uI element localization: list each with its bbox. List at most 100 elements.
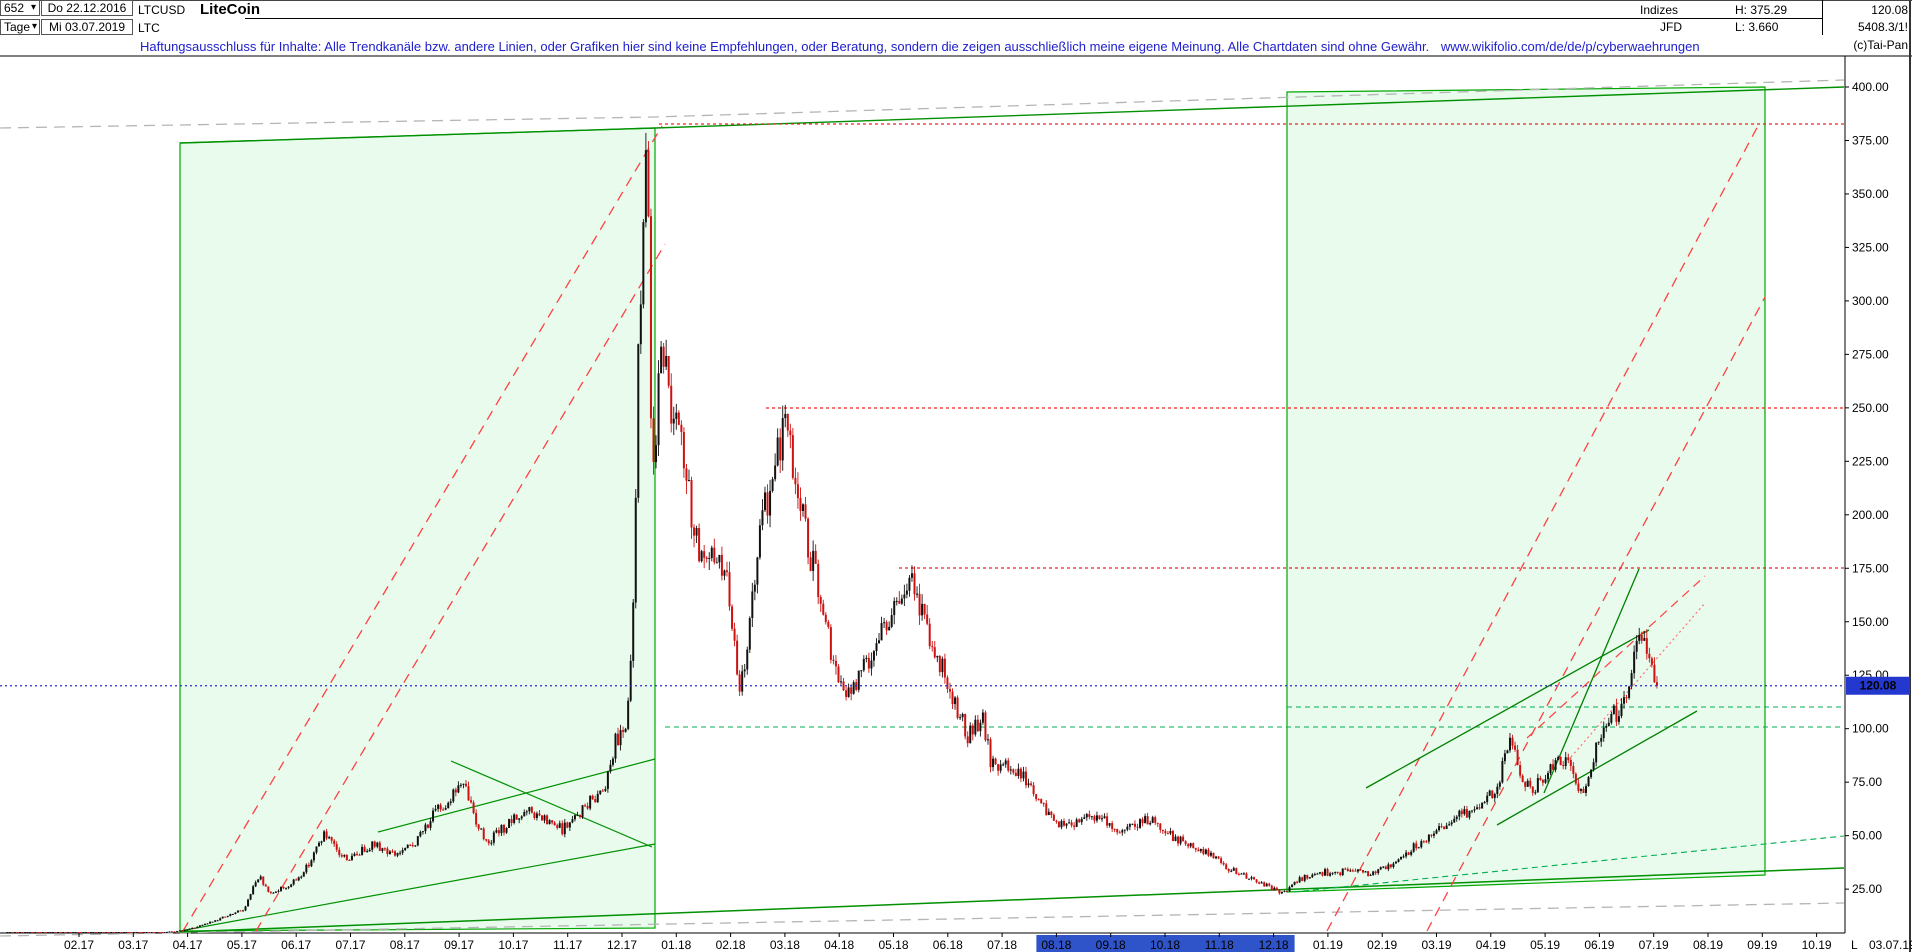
disclaimer: Haftungsausschluss für Inhalte: Alle Tre… bbox=[140, 39, 1700, 54]
wikifolio-link[interactable]: www.wikifolio.com/de/de/p/cyberwaehrunge… bbox=[1440, 39, 1700, 54]
bar-count-value: 652 bbox=[4, 1, 25, 15]
x-axis-label: 04.19 bbox=[1476, 938, 1506, 952]
chart-header: 652 ▾ Do 22.12.2016 LTCUSD LiteCoin Tage… bbox=[0, 0, 1912, 56]
period-dropdown[interactable]: Tage ▾ bbox=[0, 19, 40, 35]
period-value: Tage bbox=[4, 20, 31, 34]
y-axis-label: 225.00 bbox=[1852, 454, 1889, 468]
trend-box-2017 bbox=[179, 127, 656, 932]
bar-count-dropdown[interactable]: 652 ▾ bbox=[0, 0, 40, 16]
y-axis-label: 75.00 bbox=[1852, 775, 1882, 789]
x-axis-label: 12.18 bbox=[1259, 938, 1289, 952]
wedge-upper-2017 bbox=[377, 758, 656, 833]
x-axis-label: 05.18 bbox=[878, 938, 908, 952]
symbol-label: LTCUSD bbox=[138, 3, 186, 17]
x-axis-label: 08.19 bbox=[1693, 938, 1723, 952]
channel-2019-red bbox=[1526, 575, 1706, 739]
y-axis-label: 300.00 bbox=[1852, 294, 1889, 308]
x-axis-label: 01.19 bbox=[1313, 938, 1343, 952]
red-fan-left-1 bbox=[182, 125, 663, 932]
x-axis-label: 01.18 bbox=[661, 938, 691, 952]
window-top-edge bbox=[0, 0, 1912, 1]
x-axis-label: 06.18 bbox=[933, 938, 963, 952]
provider-label: JFD bbox=[1660, 20, 1682, 34]
x-axis-label: 03.18 bbox=[770, 938, 800, 952]
chevron-down-icon: ▾ bbox=[32, 21, 38, 32]
x-axis-label: 11.18 bbox=[1205, 938, 1234, 952]
price-badge-label: 120.08 bbox=[1860, 679, 1897, 693]
first-bar-date: Do 22.12.2016 bbox=[47, 1, 127, 15]
indizes-label: Indizes bbox=[1640, 3, 1679, 17]
instrument-name: LiteCoin bbox=[200, 1, 260, 18]
y-axis-label: 275.00 bbox=[1852, 347, 1889, 361]
x-axis-label: 03.17 bbox=[118, 938, 148, 952]
x-axis-label: 02.18 bbox=[716, 938, 746, 952]
x-axis-label: 08.18 bbox=[1041, 938, 1071, 952]
y-axis-label: 325.00 bbox=[1852, 240, 1889, 254]
x-axis-label: 05.19 bbox=[1530, 938, 1560, 952]
red-fan-right-2 bbox=[1426, 296, 1766, 932]
x-axis-label: 08.17 bbox=[390, 938, 420, 952]
ticker-label: LTC bbox=[138, 21, 160, 35]
trend-lines bbox=[0, 79, 1845, 937]
channel-2019-red-dotted bbox=[1570, 602, 1706, 758]
y-axis-label: 100.00 bbox=[1852, 722, 1889, 736]
low-label: L: 3.660 bbox=[1735, 20, 1779, 34]
x-axis-label: 10.19 bbox=[1802, 938, 1832, 952]
trend-boxes bbox=[179, 86, 1766, 932]
candles bbox=[6, 132, 1658, 933]
x-axis-label: 10.17 bbox=[498, 938, 528, 952]
x-axis-label: 03.19 bbox=[1421, 938, 1451, 952]
quote-divider bbox=[1822, 0, 1823, 35]
x-axis-label: 04.18 bbox=[824, 938, 854, 952]
x-axis-label: 04.17 bbox=[173, 938, 203, 952]
first-bar-date-field[interactable]: Do 22.12.2016 bbox=[41, 0, 133, 16]
x-axis-label: 02.17 bbox=[64, 938, 94, 952]
high-label: H: 375.29 bbox=[1735, 3, 1788, 17]
x-axis-label: 10.18 bbox=[1150, 938, 1180, 952]
x-axis-label: 06.17 bbox=[281, 938, 311, 952]
last-marker-date: 03.07.19 bbox=[1869, 938, 1912, 952]
last-bar-date: Mi 03.07.2019 bbox=[48, 20, 126, 34]
y-axis: 400.00 375.00 350.00 325.00 300.00 275.00 250.… bbox=[1845, 80, 1889, 896]
green-dashed-support-2019 bbox=[1292, 835, 1845, 893]
wedge-support-2017 bbox=[179, 843, 656, 932]
y-axis-label: 25.00 bbox=[1852, 882, 1882, 896]
x-axis-label: 09.17 bbox=[444, 938, 474, 952]
gray-trend-bottom bbox=[0, 902, 1845, 937]
price-badge: 120.08 bbox=[1846, 676, 1910, 695]
secondary-quote: 5408.3/1! bbox=[1857, 20, 1908, 34]
x-axis-label: 07.17 bbox=[335, 938, 365, 952]
x-axis-label: 05.17 bbox=[227, 938, 257, 952]
green-support-long bbox=[179, 867, 1845, 933]
y-axis-label: 375.00 bbox=[1852, 133, 1889, 147]
x-axis-label: 09.19 bbox=[1747, 938, 1777, 952]
x-axis-label: 09.18 bbox=[1096, 938, 1126, 952]
last-bar-date-field[interactable]: Mi 03.07.2019 bbox=[41, 19, 133, 35]
x-axis-selection[interactable] bbox=[1036, 935, 1295, 952]
y-axis-label: 350.00 bbox=[1852, 187, 1889, 201]
y-axis-label: 400.00 bbox=[1852, 80, 1889, 94]
x-axis-label: 07.18 bbox=[987, 938, 1017, 952]
x-axis-label: 06.19 bbox=[1584, 938, 1614, 952]
last-price-top: 120.08 bbox=[1871, 3, 1908, 17]
channel-2019-lower bbox=[1496, 710, 1698, 826]
last-marker-label: L bbox=[1851, 938, 1858, 952]
copyright-label: (c)Tai-Pan bbox=[1853, 38, 1908, 52]
red-fan-left-2 bbox=[255, 243, 666, 932]
channel-2019-steep bbox=[1543, 568, 1640, 794]
gray-trend-top bbox=[0, 79, 1845, 129]
chevron-down-icon: ▾ bbox=[30, 2, 36, 13]
wedge-cross-2017 bbox=[450, 760, 653, 848]
y-axis-label: 50.00 bbox=[1852, 829, 1882, 843]
x-axis-label: 02.19 bbox=[1367, 938, 1397, 952]
x-axis-label: 12.17 bbox=[607, 938, 637, 952]
x-axis-label: 07.19 bbox=[1639, 938, 1669, 952]
header-divider bbox=[245, 18, 1822, 19]
y-axis-label: 150.00 bbox=[1852, 615, 1889, 629]
y-axis-label: 175.00 bbox=[1852, 561, 1889, 575]
y-axis-label: 250.00 bbox=[1852, 401, 1889, 415]
x-axis-label: 11.17 bbox=[553, 938, 582, 952]
y-axis-label: 200.00 bbox=[1852, 508, 1889, 522]
